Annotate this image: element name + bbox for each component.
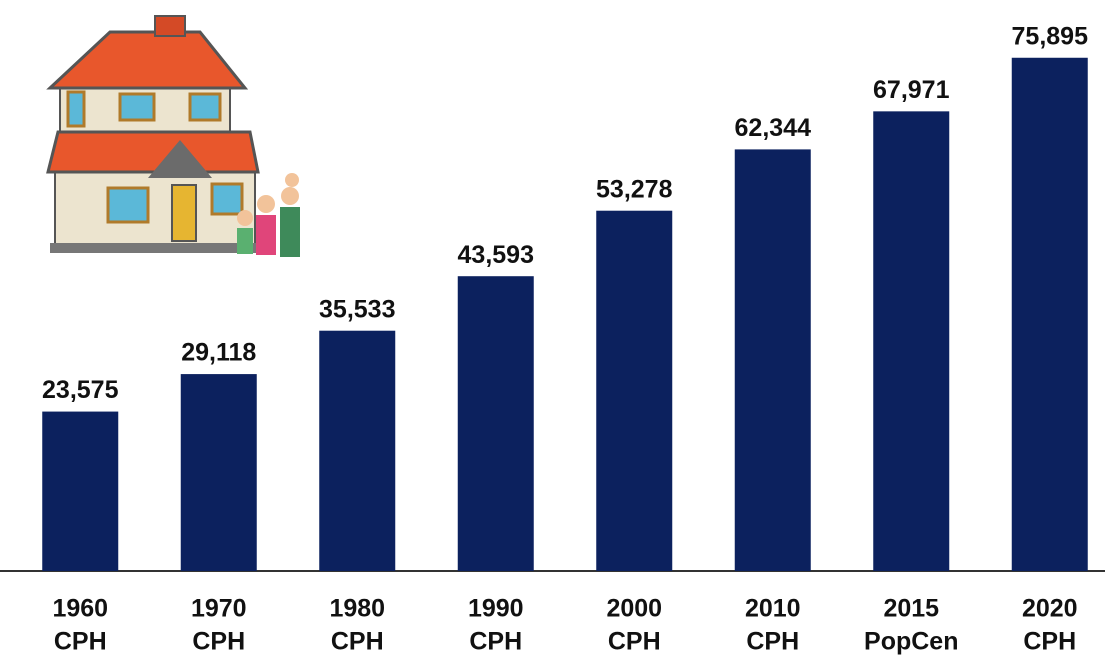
x-tick-label: 1980 (329, 595, 385, 623)
value-label: 29,118 (181, 339, 256, 367)
x-tick-label: CPH (54, 628, 107, 656)
bar (319, 331, 395, 571)
x-tick-label: CPH (1023, 628, 1076, 656)
bar (873, 111, 949, 571)
bar (458, 276, 534, 571)
bar (735, 149, 811, 571)
x-tick-label: CPH (331, 628, 384, 656)
bar (42, 412, 118, 571)
value-label: 23,575 (42, 376, 119, 404)
house-illustration (48, 16, 300, 257)
x-tick-label: CPH (746, 628, 799, 656)
x-tick-label: PopCen (864, 628, 958, 656)
value-label: 53,278 (596, 175, 673, 203)
x-tick-label: 2015 (883, 595, 939, 623)
x-tick-label: CPH (192, 628, 245, 656)
x-tick-label: 1960 (52, 595, 108, 623)
chart: 1960 CPH 23,575 1970 CPH 29,118 1980 CPH 35,533 1… (0, 0, 1105, 661)
bar (181, 374, 257, 571)
value-label: 75,895 (1012, 22, 1089, 50)
x-tick-label: CPH (469, 628, 522, 656)
value-label: 67,971 (873, 76, 950, 104)
x-tick-label: 2000 (606, 595, 662, 623)
x-tick-label: 2010 (745, 595, 801, 623)
x-tick-label: 1970 (191, 595, 247, 623)
x-tick-label: 1990 (468, 595, 524, 623)
x-tick-label: 2020 (1022, 595, 1078, 623)
x-tick-label: CPH (608, 628, 661, 656)
bar (596, 211, 672, 571)
bar (1012, 58, 1088, 571)
value-label: 35,533 (319, 295, 395, 323)
value-label: 62,344 (735, 114, 812, 142)
value-label: 43,593 (458, 241, 534, 269)
